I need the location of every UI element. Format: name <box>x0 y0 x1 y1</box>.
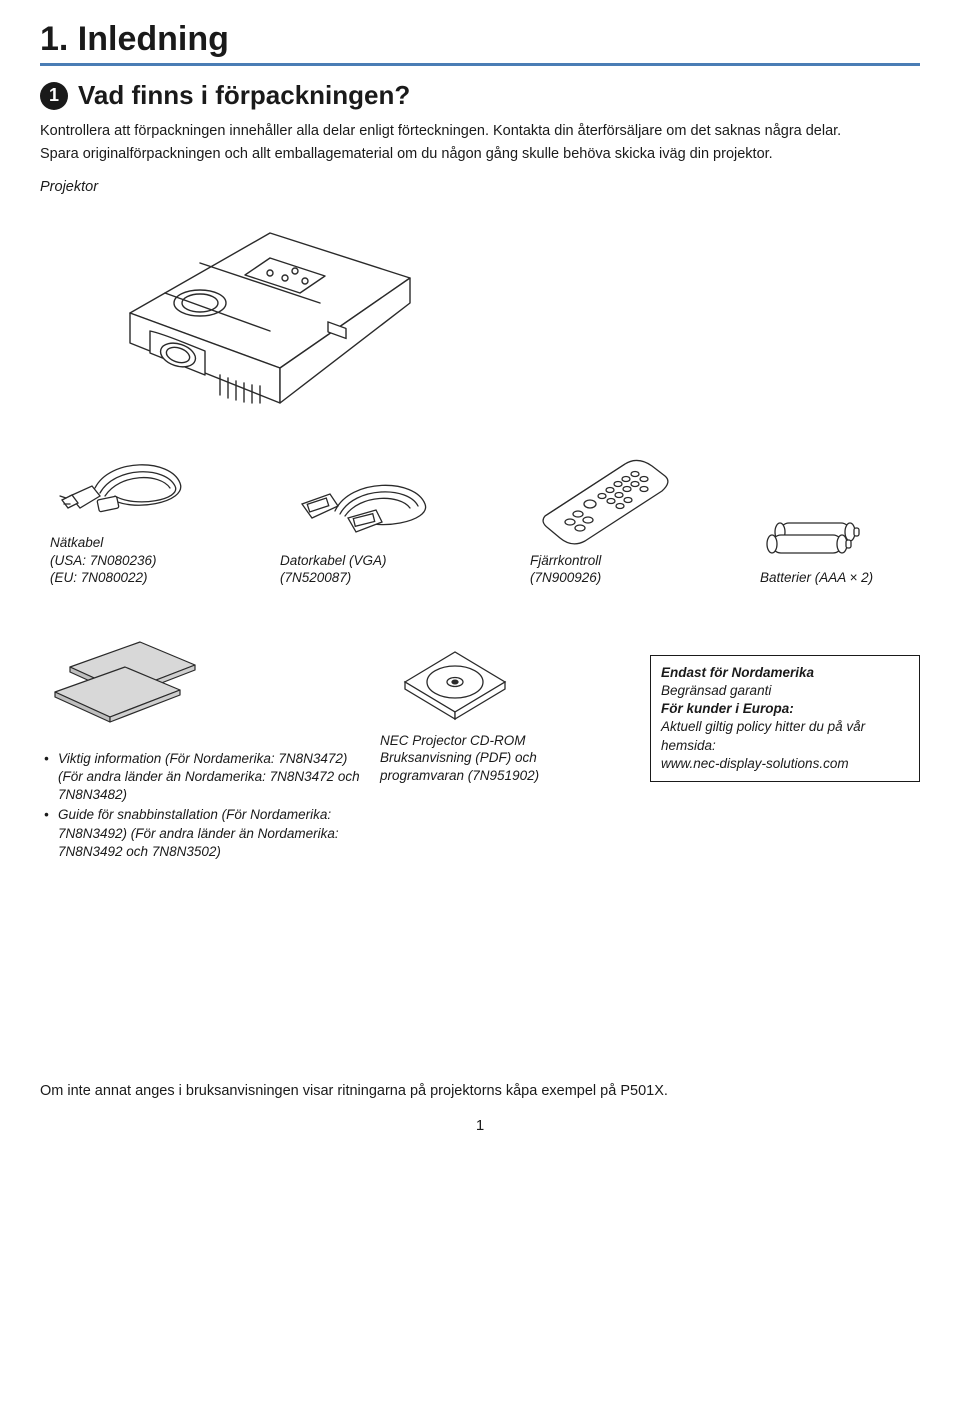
warranty-policy-text: Aktuell giltig policy hitter du på vår h… <box>661 718 909 754</box>
accessories-row: Nätkabel (USA: 7N080236) (EU: 7N080022) … <box>40 438 920 587</box>
intro-para-1: Kontrollera att förpackningen innehåller… <box>40 121 920 142</box>
cd-label: NEC Projector CD-ROM <box>380 732 620 750</box>
remote-label: Fjärrkontroll <box>530 552 700 570</box>
footer-note: Om inte annat anges i bruksanvisningen v… <box>40 1083 920 1099</box>
section-title: Vad finns i förpackningen? <box>78 80 410 111</box>
power-cable-label: Nätkabel <box>50 534 220 552</box>
heading-rule <box>40 63 920 66</box>
projector-label: Projektor <box>40 179 920 195</box>
power-cable-item: Nätkabel (USA: 7N080236) (EU: 7N080022) <box>50 438 220 587</box>
batteries-item: Batterier (AAA × 2) <box>760 503 910 587</box>
projector-illustration <box>70 203 920 418</box>
cd-desc: Bruksanvisning (PDF) och programvaran (7… <box>380 749 620 784</box>
power-cable-eu: (EU: 7N080022) <box>50 569 220 587</box>
warranty-info-box: Endast för Nordamerika Begränsad garanti… <box>650 655 920 782</box>
cd-illustration <box>390 637 520 727</box>
vga-cable-part: (7N520087) <box>280 569 470 587</box>
remote-part: (7N900926) <box>530 569 700 587</box>
warranty-limited: Begränsad garanti <box>661 682 909 700</box>
documents-illustration <box>40 627 210 737</box>
power-cable-usa: (USA: 7N080236) <box>50 552 220 570</box>
remote-item: Fjärrkontroll (7N900926) <box>530 446 700 587</box>
vga-cable-item: Datorkabel (VGA) (7N520087) <box>280 456 470 587</box>
cd-column: NEC Projector CD-ROM Bruksanvisning (PDF… <box>360 627 650 785</box>
warranty-region: Endast för Nordamerika <box>661 664 909 682</box>
intro-text: Kontrollera att förpackningen innehåller… <box>40 121 920 165</box>
section-number-badge: 1 <box>40 82 68 110</box>
warranty-box-column: Endast för Nordamerika Begränsad garanti… <box>650 627 920 782</box>
batteries-label: Batterier (AAA × 2) <box>760 569 910 587</box>
page-number: 1 <box>40 1117 920 1134</box>
vga-cable-label: Datorkabel (VGA) <box>280 552 470 570</box>
warranty-url: www.nec-display-solutions.com <box>661 755 909 773</box>
documents-column: Viktig information (För Nordamerika: 7N8… <box>40 627 360 863</box>
page-title: 1. Inledning <box>40 20 920 59</box>
intro-para-2: Spara originalförpackningen och allt emb… <box>40 144 920 165</box>
doc-bullet-1: Viktig information (För Nordamerika: 7N8… <box>44 750 360 805</box>
warranty-europe-heading: För kunder i Europa: <box>661 700 909 718</box>
second-row: Viktig information (För Nordamerika: 7N8… <box>40 627 920 863</box>
doc-bullet-2: Guide för snabbinstallation (För Nordame… <box>44 806 360 861</box>
